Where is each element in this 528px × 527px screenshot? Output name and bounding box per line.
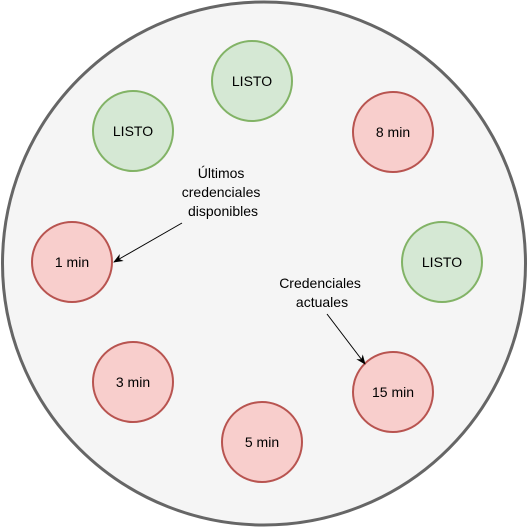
node-label: 15 min	[372, 384, 414, 400]
node-label: 3 min	[116, 374, 150, 390]
node-label: LISTO	[232, 73, 272, 89]
node-circle	[221, 401, 303, 483]
node-circle	[352, 351, 434, 433]
annotation-line: disponibles	[188, 203, 258, 219]
arrow-to-1-min	[113, 222, 183, 263]
node-label: 5 min	[245, 434, 279, 450]
node-circle	[352, 91, 434, 173]
annotation-line: Credenciales	[279, 275, 361, 291]
node-circle	[92, 90, 174, 172]
annotation-line: actuales	[296, 294, 348, 310]
node-circle	[401, 221, 483, 303]
node-circle	[211, 40, 293, 122]
node-1-min: 1 min	[31, 221, 113, 303]
node-label: LISTO	[422, 254, 462, 270]
node-circle	[31, 221, 113, 303]
node-label: LISTO	[113, 123, 153, 139]
node-listo-top: LISTO	[211, 40, 293, 122]
arrow-to-15-min	[326, 313, 366, 365]
annotation-current: Credenciales actuales	[279, 275, 365, 310]
node-circle	[92, 341, 174, 423]
node-8-min: 8 min	[352, 91, 434, 173]
node-label: 8 min	[376, 124, 410, 140]
annotation-last-available: Últimos credenciales disponibles	[182, 165, 265, 219]
node-5-min: 5 min	[221, 401, 303, 483]
node-label: 1 min	[55, 254, 89, 270]
node-15-min: 15 min	[352, 351, 434, 433]
node-3-min: 3 min	[92, 341, 174, 423]
node-listo-upper-left: LISTO	[92, 90, 174, 172]
node-listo-right: LISTO	[401, 221, 483, 303]
annotation-line: Últimos	[198, 165, 245, 181]
annotation-line: credenciales	[182, 184, 261, 200]
